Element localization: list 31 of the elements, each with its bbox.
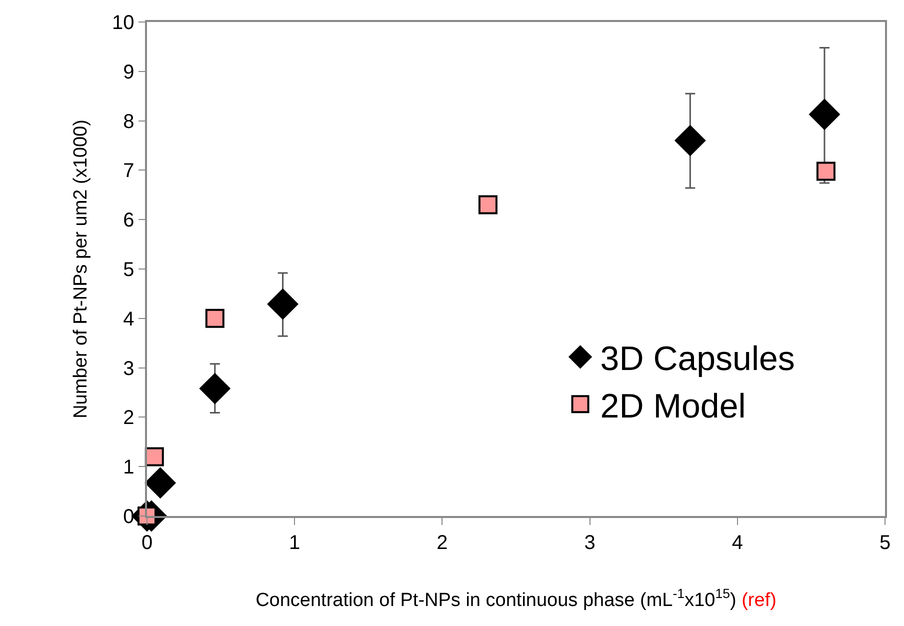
legend-label: 3D Capsules [600, 340, 795, 378]
point [144, 468, 176, 498]
y-tick-label: 8 [123, 110, 134, 133]
y-tick-label: 4 [123, 308, 134, 330]
text: (ref) [742, 590, 776, 612]
y-tick-label: 5 [123, 259, 134, 281]
point [205, 308, 224, 328]
y-tick-label: 3 [123, 358, 134, 380]
x-tick-label: 0 [141, 532, 153, 554]
x-tick-label: 3 [584, 532, 596, 554]
y-tick-label: 7 [123, 160, 134, 182]
y-tick-label: 6 [123, 210, 134, 232]
legend-label: 2D Model [600, 387, 746, 426]
point [138, 506, 156, 526]
x-tick-label: 1 [289, 532, 300, 554]
x-tick-label: 2 [436, 532, 448, 554]
y-tick-label: 10 [112, 12, 134, 34]
point [674, 125, 706, 156]
point [478, 195, 498, 214]
y-tick-label: 9 [123, 61, 134, 84]
x-tick-label: 5 [879, 532, 891, 554]
point [144, 447, 164, 466]
x-tick-label: 4 [732, 532, 743, 554]
x-axis-title: Concentration of Pt-NPs in continuous phase (mL$^{-1}$x10$^{15}$) [256, 586, 736, 612]
point [200, 373, 230, 404]
point [809, 99, 840, 130]
point [816, 162, 836, 181]
y-tick-label: 2 [123, 407, 134, 430]
y-tick-label: 1 [123, 456, 134, 479]
y-axis-title: Number of Pt-NPs per um2 (x1000) [70, 120, 92, 418]
point [267, 288, 298, 320]
